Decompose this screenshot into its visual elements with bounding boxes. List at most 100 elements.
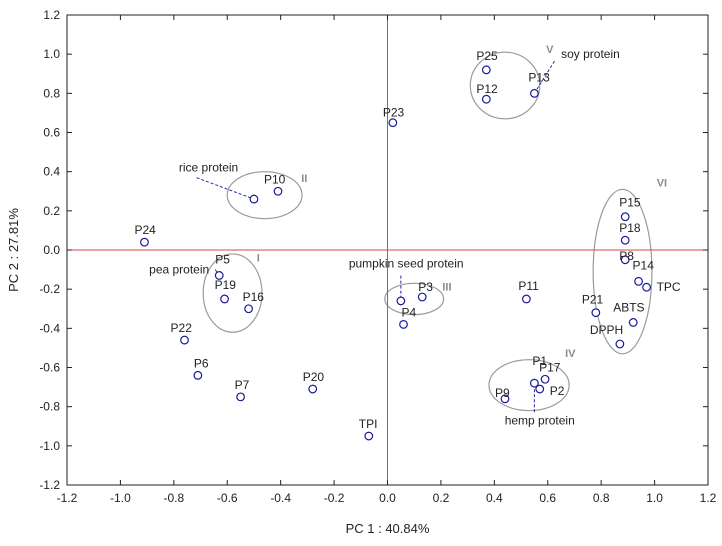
point-label-p20: P20 — [303, 370, 325, 384]
group-ellipse-i — [202, 253, 263, 333]
point-p25 — [481, 65, 491, 75]
annotation-pea-protein: pea protein — [149, 263, 209, 277]
group-ellipse-ii — [226, 171, 303, 220]
y-tick-label: 1.0 — [43, 47, 60, 61]
point-p21 — [591, 308, 601, 318]
point-p5 — [214, 271, 224, 280]
point-label-p18: P18 — [619, 221, 641, 235]
point-p4 — [399, 320, 408, 329]
x-tick-label: 0.6 — [539, 491, 556, 505]
point-p15 — [620, 212, 630, 222]
point-label-p10: P10 — [264, 172, 286, 186]
point-p9 — [500, 394, 510, 404]
group-label-ii: II — [301, 173, 307, 185]
group-label-v: V — [546, 44, 554, 56]
group-ellipse-v — [469, 51, 541, 120]
group-label-iii: III — [442, 281, 451, 293]
point-abts — [628, 318, 638, 327]
point-p1 — [529, 378, 539, 388]
point-label-p12: P12 — [476, 82, 498, 96]
point-tpc — [642, 282, 651, 292]
y-tick-label: 0.0 — [43, 243, 60, 257]
y-tick-label: 0.2 — [43, 204, 60, 218]
point-label-p1: P1 — [532, 354, 547, 368]
point-p11 — [521, 294, 531, 304]
y-tick-label: 1.2 — [43, 8, 60, 22]
point-label-p15: P15 — [619, 196, 641, 210]
x-tick-label: -0.6 — [217, 491, 238, 505]
annotation-hemp-protein: hemp protein — [505, 413, 575, 427]
point-p24 — [140, 237, 149, 247]
x-tick-label: -0.4 — [270, 491, 291, 505]
y-tick-label: -0.4 — [39, 321, 60, 335]
x-tick-label: 0.0 — [379, 491, 396, 505]
point-label-p14: P14 — [633, 258, 655, 272]
reference-lines — [67, 15, 708, 485]
group-ellipse-vi — [592, 188, 653, 355]
point-p23 — [388, 118, 398, 128]
group-ellipse-iii — [384, 282, 445, 316]
point-p13 — [529, 88, 539, 98]
point-p2 — [535, 384, 545, 394]
point-label-p8: P8 — [619, 249, 634, 263]
annotations: rice protein pea protein pumpkin seed prot… — [149, 47, 620, 427]
axis-ticks: -1.2 -1.0 -0.8 -0.6 -0.4 -0.2 0.0 0.2 0.4 0.6 0.8 1… — [39, 8, 716, 505]
x-tick-label: 0.4 — [486, 491, 503, 505]
point-label-tpi: TPI — [359, 417, 378, 431]
point-label-p24: P24 — [134, 223, 156, 237]
group-label-iv: IV — [565, 348, 576, 360]
point-tpi — [364, 431, 374, 441]
point-label-p23: P23 — [383, 106, 405, 120]
x-tick-label: -0.8 — [163, 491, 184, 505]
y-tick-label: 0.4 — [43, 165, 60, 179]
point-label-p21: P21 — [582, 293, 604, 307]
point-p12 — [481, 94, 491, 104]
group-label-i: I — [257, 253, 260, 265]
point-p6 — [193, 370, 203, 380]
point-label-p6: P6 — [194, 356, 209, 370]
x-tick-label: -0.2 — [324, 491, 345, 505]
point-p7 — [236, 392, 246, 402]
point-label-p22: P22 — [171, 321, 193, 335]
leader-soy-protein — [533, 60, 555, 94]
point-label-p4: P4 — [402, 305, 417, 319]
point-unlabeled-1 — [249, 194, 259, 204]
point-label-p9: P9 — [495, 386, 510, 400]
data-points — [140, 65, 651, 441]
point-p17 — [540, 374, 550, 384]
point-label-dpph: DPPH — [590, 323, 623, 337]
annotation-rice-protein: rice protein — [179, 161, 238, 175]
y-axis-title: PC 2 : 27.81% — [6, 208, 21, 292]
x-tick-label: -1.0 — [110, 491, 131, 505]
y-tick-label: -0.8 — [39, 400, 60, 414]
point-label-p25: P25 — [476, 49, 498, 63]
point-label-p13: P13 — [528, 70, 550, 84]
group-ellipse-iv — [488, 359, 570, 412]
point-p3 — [417, 292, 427, 302]
point-label-p11: P11 — [518, 279, 539, 293]
point-p16 — [244, 304, 254, 314]
point-p8 — [620, 255, 630, 265]
point-label-abts: ABTS — [613, 300, 644, 314]
y-tick-label: -0.2 — [39, 282, 60, 296]
point-unlabeled-2 — [396, 296, 406, 306]
y-tick-label: -1.0 — [39, 439, 60, 453]
y-tick-label: 0.8 — [43, 86, 60, 100]
point-label-p17: P17 — [539, 360, 561, 374]
point-p22 — [180, 335, 189, 345]
x-tick-label: -1.2 — [57, 491, 78, 505]
point-dpph — [615, 339, 625, 349]
x-tick-label: 1.2 — [700, 491, 717, 505]
leader-rice-protein — [196, 177, 255, 200]
y-tick-label: -1.2 — [39, 478, 60, 492]
point-label-tpc: TPC — [657, 280, 681, 294]
point-label-p2: P2 — [550, 384, 565, 398]
x-tick-label: 0.8 — [593, 491, 610, 505]
point-label-p19: P19 — [215, 278, 237, 292]
point-p14 — [634, 276, 643, 286]
point-label-p7: P7 — [235, 378, 250, 392]
